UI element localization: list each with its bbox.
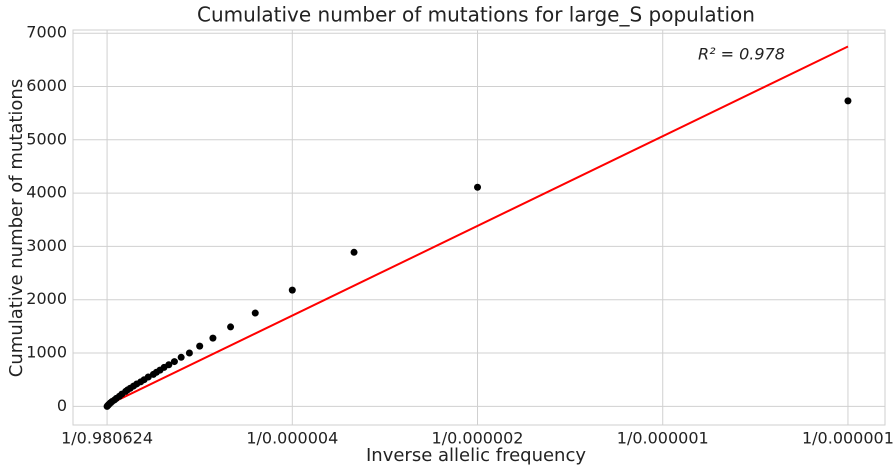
y-tick-label: 2000: [26, 289, 67, 308]
x-axis-label: Inverse allelic frequency: [366, 445, 586, 466]
data-point: [149, 370, 157, 378]
data-point: [288, 286, 296, 294]
y-tick-label: 6000: [26, 76, 67, 95]
y-tick-label: 5000: [26, 129, 67, 148]
x-tick-label: 1/0.000001: [802, 429, 894, 448]
data-point: [103, 402, 111, 410]
data-point: [209, 334, 217, 342]
data-point: [844, 97, 852, 105]
data-point: [170, 358, 178, 366]
data-point: [474, 183, 482, 191]
data-point: [185, 349, 193, 357]
data-point: [177, 353, 185, 361]
y-tick-label: 4000: [26, 183, 67, 202]
plot-frame: [72, 29, 886, 426]
annotation: R² = 0.978: [698, 45, 785, 64]
x-tick-label: 1/0.980624: [61, 429, 153, 448]
y-axis-label: Cumulative number of mutations: [6, 79, 27, 377]
data-point: [196, 342, 204, 350]
chart-title: Cumulative number of mutations for large…: [197, 3, 755, 27]
x-tick-label: 1/0.000004: [246, 429, 338, 448]
y-tick-label: 1000: [26, 343, 67, 362]
data-point: [251, 309, 259, 317]
x-tick-label: 1/0.000001: [617, 429, 709, 448]
y-tick-label: 0: [57, 396, 67, 415]
x-tick-label: 1/0.000002: [432, 429, 524, 448]
fit-line: [106, 45, 849, 407]
y-tick-label: 7000: [26, 23, 67, 42]
data-point: [227, 323, 235, 331]
y-tick-label: 3000: [26, 236, 67, 255]
data-point: [350, 248, 358, 256]
